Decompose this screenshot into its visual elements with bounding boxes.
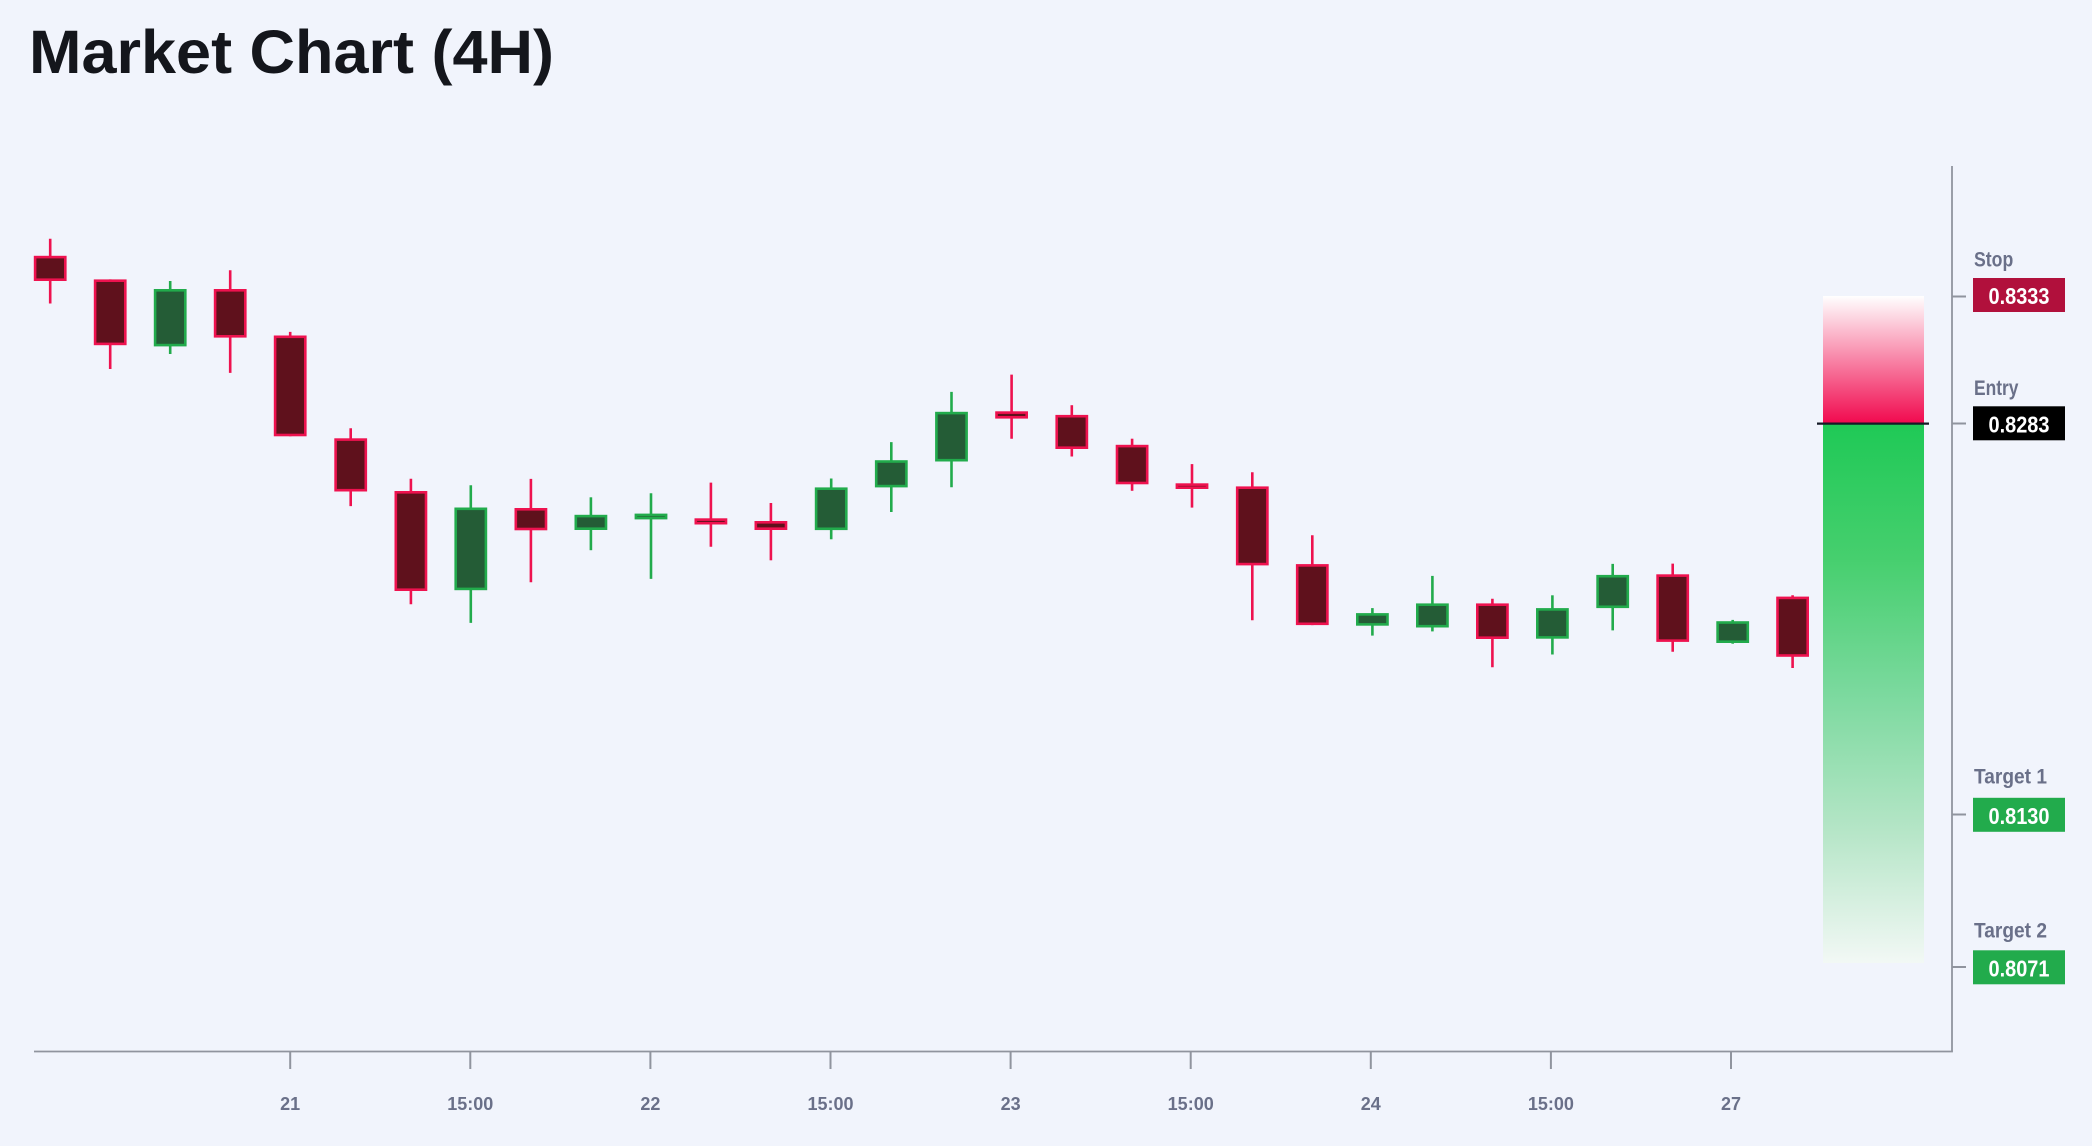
svg-text:23: 23 bbox=[1001, 1094, 1021, 1114]
svg-text:Target 2: Target 2 bbox=[1974, 918, 2047, 942]
svg-text:21: 21 bbox=[280, 1094, 300, 1114]
svg-text:Market Chart (4H): Market Chart (4H) bbox=[29, 18, 554, 86]
svg-text:Target 1: Target 1 bbox=[1974, 765, 2047, 789]
svg-text:15:00: 15:00 bbox=[1528, 1094, 1574, 1114]
svg-text:0.8071: 0.8071 bbox=[1989, 955, 2050, 981]
svg-text:15:00: 15:00 bbox=[447, 1094, 493, 1114]
svg-text:15:00: 15:00 bbox=[1168, 1094, 1214, 1114]
svg-text:24: 24 bbox=[1361, 1094, 1381, 1114]
svg-text:27: 27 bbox=[1721, 1094, 1741, 1114]
svg-text:0.8283: 0.8283 bbox=[1989, 411, 2050, 437]
svg-text:0.8333: 0.8333 bbox=[1989, 283, 2050, 309]
svg-text:22: 22 bbox=[640, 1094, 660, 1114]
svg-text:Entry: Entry bbox=[1974, 376, 2019, 400]
svg-text:15:00: 15:00 bbox=[807, 1094, 853, 1114]
svg-text:Stop: Stop bbox=[1974, 248, 2013, 272]
svg-text:0.8130: 0.8130 bbox=[1989, 803, 2050, 829]
